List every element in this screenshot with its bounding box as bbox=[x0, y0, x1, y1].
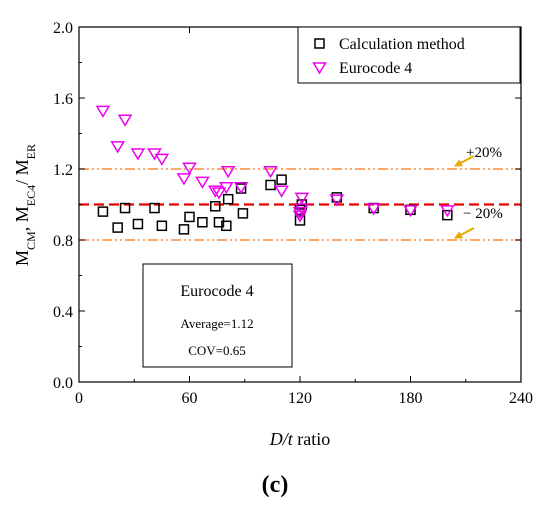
point-calculation-method bbox=[221, 220, 232, 232]
point-calculation-method bbox=[97, 206, 109, 217]
y-label-part: , M bbox=[12, 206, 32, 231]
point-eurocode-4 bbox=[110, 141, 125, 154]
point-calculation-method bbox=[237, 208, 249, 219]
point-eurocode-4 bbox=[440, 205, 455, 218]
point-calculation-method bbox=[442, 209, 453, 221]
point-calculation-method bbox=[149, 202, 160, 214]
minus20-arrow bbox=[454, 227, 475, 239]
x-tick-label: 240 bbox=[509, 390, 533, 407]
x-axis-label-rest: ratio bbox=[293, 429, 331, 449]
plus20-arrow bbox=[454, 155, 475, 167]
legend-label-calculation-method: Calculation method bbox=[339, 36, 465, 53]
y-label-part: / M bbox=[12, 159, 32, 185]
annotation-cov: COV=0.65 bbox=[188, 343, 246, 358]
y-tick-label: 1.6 bbox=[53, 91, 73, 108]
point-calculation-method bbox=[132, 218, 144, 230]
x-axis-label: D/t ratio bbox=[269, 429, 331, 449]
plus20-label: +20% bbox=[466, 145, 502, 161]
point-eurocode-4 bbox=[95, 105, 111, 118]
point-eurocode-4 bbox=[294, 192, 310, 205]
point-eurocode-4 bbox=[182, 162, 197, 175]
point-eurocode-4 bbox=[195, 176, 210, 189]
point-eurocode-4 bbox=[154, 153, 170, 166]
point-eurocode-4 bbox=[274, 185, 289, 198]
point-calculation-method bbox=[156, 220, 168, 232]
point-calculation-method bbox=[213, 217, 225, 228]
reference-lines bbox=[79, 168, 521, 241]
x-tick-label: 0 bbox=[75, 390, 83, 407]
panel-label: (c) bbox=[262, 472, 289, 498]
point-calculation-method bbox=[178, 224, 190, 235]
y-tick-label: 0.4 bbox=[53, 304, 73, 321]
y-tick-label: 0.0 bbox=[53, 375, 73, 392]
data-points bbox=[95, 105, 455, 235]
point-calculation-method bbox=[210, 201, 221, 212]
point-eurocode-4 bbox=[403, 205, 418, 218]
point-eurocode-4 bbox=[219, 182, 234, 195]
point-eurocode-4 bbox=[207, 185, 223, 198]
point-calculation-method bbox=[119, 202, 131, 214]
x-tick-label: 60 bbox=[182, 390, 198, 407]
point-calculation-method bbox=[222, 193, 234, 205]
point-eurocode-4 bbox=[176, 173, 192, 186]
legend: Calculation method Eurocode 4 bbox=[297, 26, 521, 84]
point-eurocode-4 bbox=[220, 166, 236, 179]
point-eurocode-4 bbox=[329, 194, 345, 207]
point-calculation-method bbox=[265, 179, 276, 191]
x-axis-label-italic: D/t bbox=[269, 429, 294, 449]
y-axis-label: MCM, MEC4/ MER bbox=[12, 144, 38, 266]
x-tick-label: 120 bbox=[288, 390, 312, 407]
y-label-subscript: ER bbox=[24, 144, 38, 159]
y-label-subscript: EC4 bbox=[24, 185, 38, 206]
annotation-title: Eurocode 4 bbox=[180, 283, 253, 300]
annotation-frame bbox=[142, 263, 293, 368]
legend-square-marker bbox=[314, 38, 325, 49]
point-eurocode-4 bbox=[211, 187, 227, 200]
y-tick-label: 1.2 bbox=[53, 162, 73, 179]
y-label-subscript: CM bbox=[24, 231, 38, 250]
point-eurocode-4 bbox=[117, 114, 133, 127]
legend-label-eurocode-4: Eurocode 4 bbox=[339, 60, 412, 77]
point-calculation-method bbox=[294, 215, 306, 226]
point-calculation-method bbox=[197, 217, 208, 228]
legend-triangle-marker bbox=[312, 62, 327, 75]
point-calculation-method bbox=[112, 222, 123, 233]
y-tick-label: 0.8 bbox=[53, 233, 73, 250]
y-label-part: M bbox=[12, 250, 32, 266]
y-axis-ticks: 0.0 0.4 0.8 1.2 1.6 2.0 bbox=[53, 20, 521, 392]
point-eurocode-4 bbox=[130, 148, 146, 161]
minus20-label: − 20% bbox=[463, 206, 503, 222]
point-eurocode-4 bbox=[366, 203, 381, 216]
y-tick-label: 2.0 bbox=[53, 20, 73, 37]
x-tick-label: 180 bbox=[399, 390, 423, 407]
point-eurocode-4 bbox=[233, 182, 249, 195]
annotation-average: Average=1.12 bbox=[180, 316, 253, 331]
legend-box bbox=[297, 26, 521, 84]
point-calculation-method bbox=[184, 211, 195, 223]
point-calculation-method bbox=[276, 174, 287, 185]
annotation-box: Eurocode 4 Average=1.12 COV=0.65 bbox=[142, 263, 293, 368]
point-eurocode-4 bbox=[263, 166, 278, 179]
